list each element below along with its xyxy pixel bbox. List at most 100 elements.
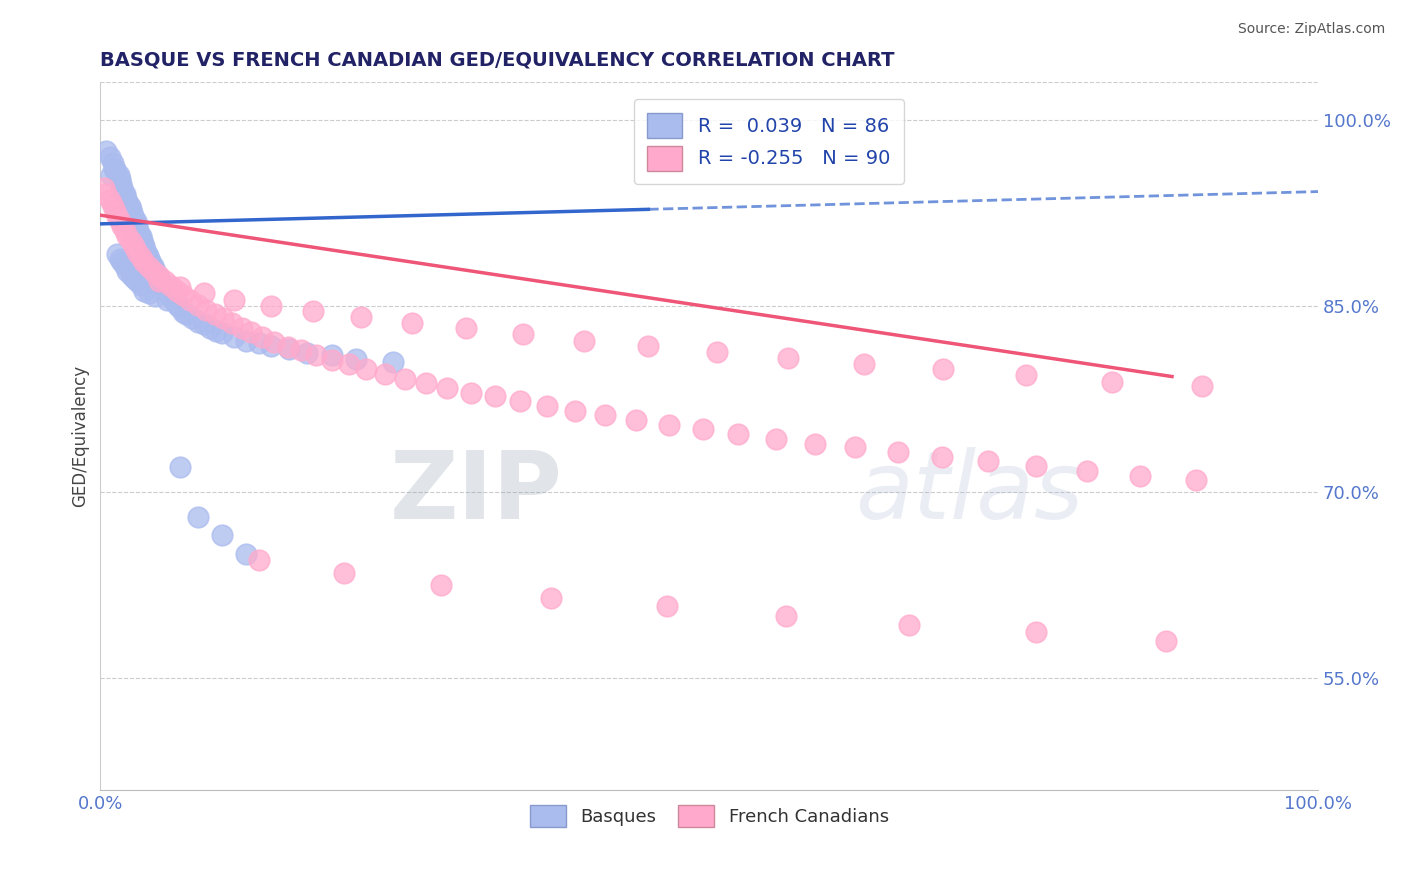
Point (129, 229, 152, 244)
Point (195, 302, 218, 317)
Point (1015, 368, 1038, 383)
Point (115, 192, 138, 206)
Point (115, 229, 138, 244)
Text: BASQUE VS FRENCH CANADIAN GED/EQUIVALENCY CORRELATION CHART: BASQUE VS FRENCH CANADIAN GED/EQUIVALENC… (100, 51, 894, 70)
Point (321, 353, 343, 368)
Point (804, 436, 827, 450)
Point (536, 400, 558, 414)
Point (134, 284, 156, 298)
Point (263, 334, 285, 349)
Point (179, 293, 201, 307)
Point (152, 280, 174, 294)
Point (104, 204, 127, 219)
Point (160, 290, 183, 304)
Y-axis label: GED/Equivalency: GED/Equivalency (72, 365, 89, 508)
Point (187, 509, 209, 524)
Point (727, 426, 749, 441)
Point (107, 169, 129, 183)
Point (302, 303, 325, 318)
Point (374, 367, 396, 381)
Point (932, 362, 955, 376)
Point (125, 245, 148, 260)
Point (252, 330, 274, 344)
Point (148, 274, 170, 288)
Point (235, 334, 257, 348)
Point (260, 299, 283, 313)
Point (1129, 468, 1152, 483)
Point (157, 286, 180, 301)
Point (778, 351, 800, 365)
Point (160, 279, 183, 293)
Point (114, 259, 136, 273)
Point (415, 376, 437, 390)
Point (108, 214, 131, 228)
Point (655, 599, 678, 614)
Point (247, 336, 270, 351)
Point (1154, 634, 1177, 648)
Point (344, 352, 367, 367)
Point (593, 408, 616, 422)
Point (180, 311, 202, 326)
Text: Source: ZipAtlas.com: Source: ZipAtlas.com (1237, 22, 1385, 37)
Point (172, 287, 194, 301)
Point (765, 432, 787, 446)
Point (98, 150, 121, 164)
Point (172, 305, 194, 319)
Point (624, 413, 647, 427)
Point (165, 296, 187, 310)
Point (108, 252, 131, 266)
Point (124, 214, 146, 228)
Point (129, 251, 152, 265)
Point (114, 187, 136, 202)
Legend: Basques, French Canadians: Basques, French Canadians (523, 797, 896, 834)
Point (143, 289, 166, 303)
Point (120, 202, 142, 216)
Point (221, 316, 243, 330)
Point (120, 234, 142, 248)
Point (174, 308, 197, 322)
Point (162, 293, 184, 307)
Point (120, 268, 142, 282)
Point (142, 265, 165, 279)
Point (111, 255, 134, 269)
Point (169, 460, 191, 475)
Point (111, 181, 134, 195)
Point (278, 343, 301, 357)
Point (124, 271, 146, 285)
Point (1076, 464, 1098, 478)
Point (117, 197, 139, 211)
Point (198, 321, 221, 335)
Point (337, 357, 360, 371)
Point (135, 246, 157, 260)
Point (211, 326, 233, 340)
Point (105, 246, 128, 260)
Point (110, 177, 132, 191)
Point (121, 205, 143, 219)
Point (305, 348, 328, 362)
Point (277, 340, 299, 354)
Point (129, 277, 152, 292)
Point (775, 609, 797, 624)
Point (247, 553, 270, 567)
Point (692, 422, 714, 436)
Point (381, 354, 404, 368)
Point (139, 254, 162, 268)
Point (297, 346, 319, 360)
Point (430, 578, 453, 592)
Text: ZIP: ZIP (391, 447, 564, 539)
Point (111, 219, 134, 234)
Point (142, 261, 165, 276)
Point (224, 293, 246, 307)
Point (350, 310, 373, 324)
Point (138, 286, 160, 301)
Point (153, 274, 176, 288)
Point (138, 260, 160, 275)
Point (124, 211, 146, 226)
Point (193, 318, 215, 332)
Point (104, 162, 127, 177)
Point (142, 259, 165, 273)
Point (134, 255, 156, 269)
Point (658, 417, 681, 432)
Point (1191, 379, 1213, 393)
Point (290, 343, 312, 358)
